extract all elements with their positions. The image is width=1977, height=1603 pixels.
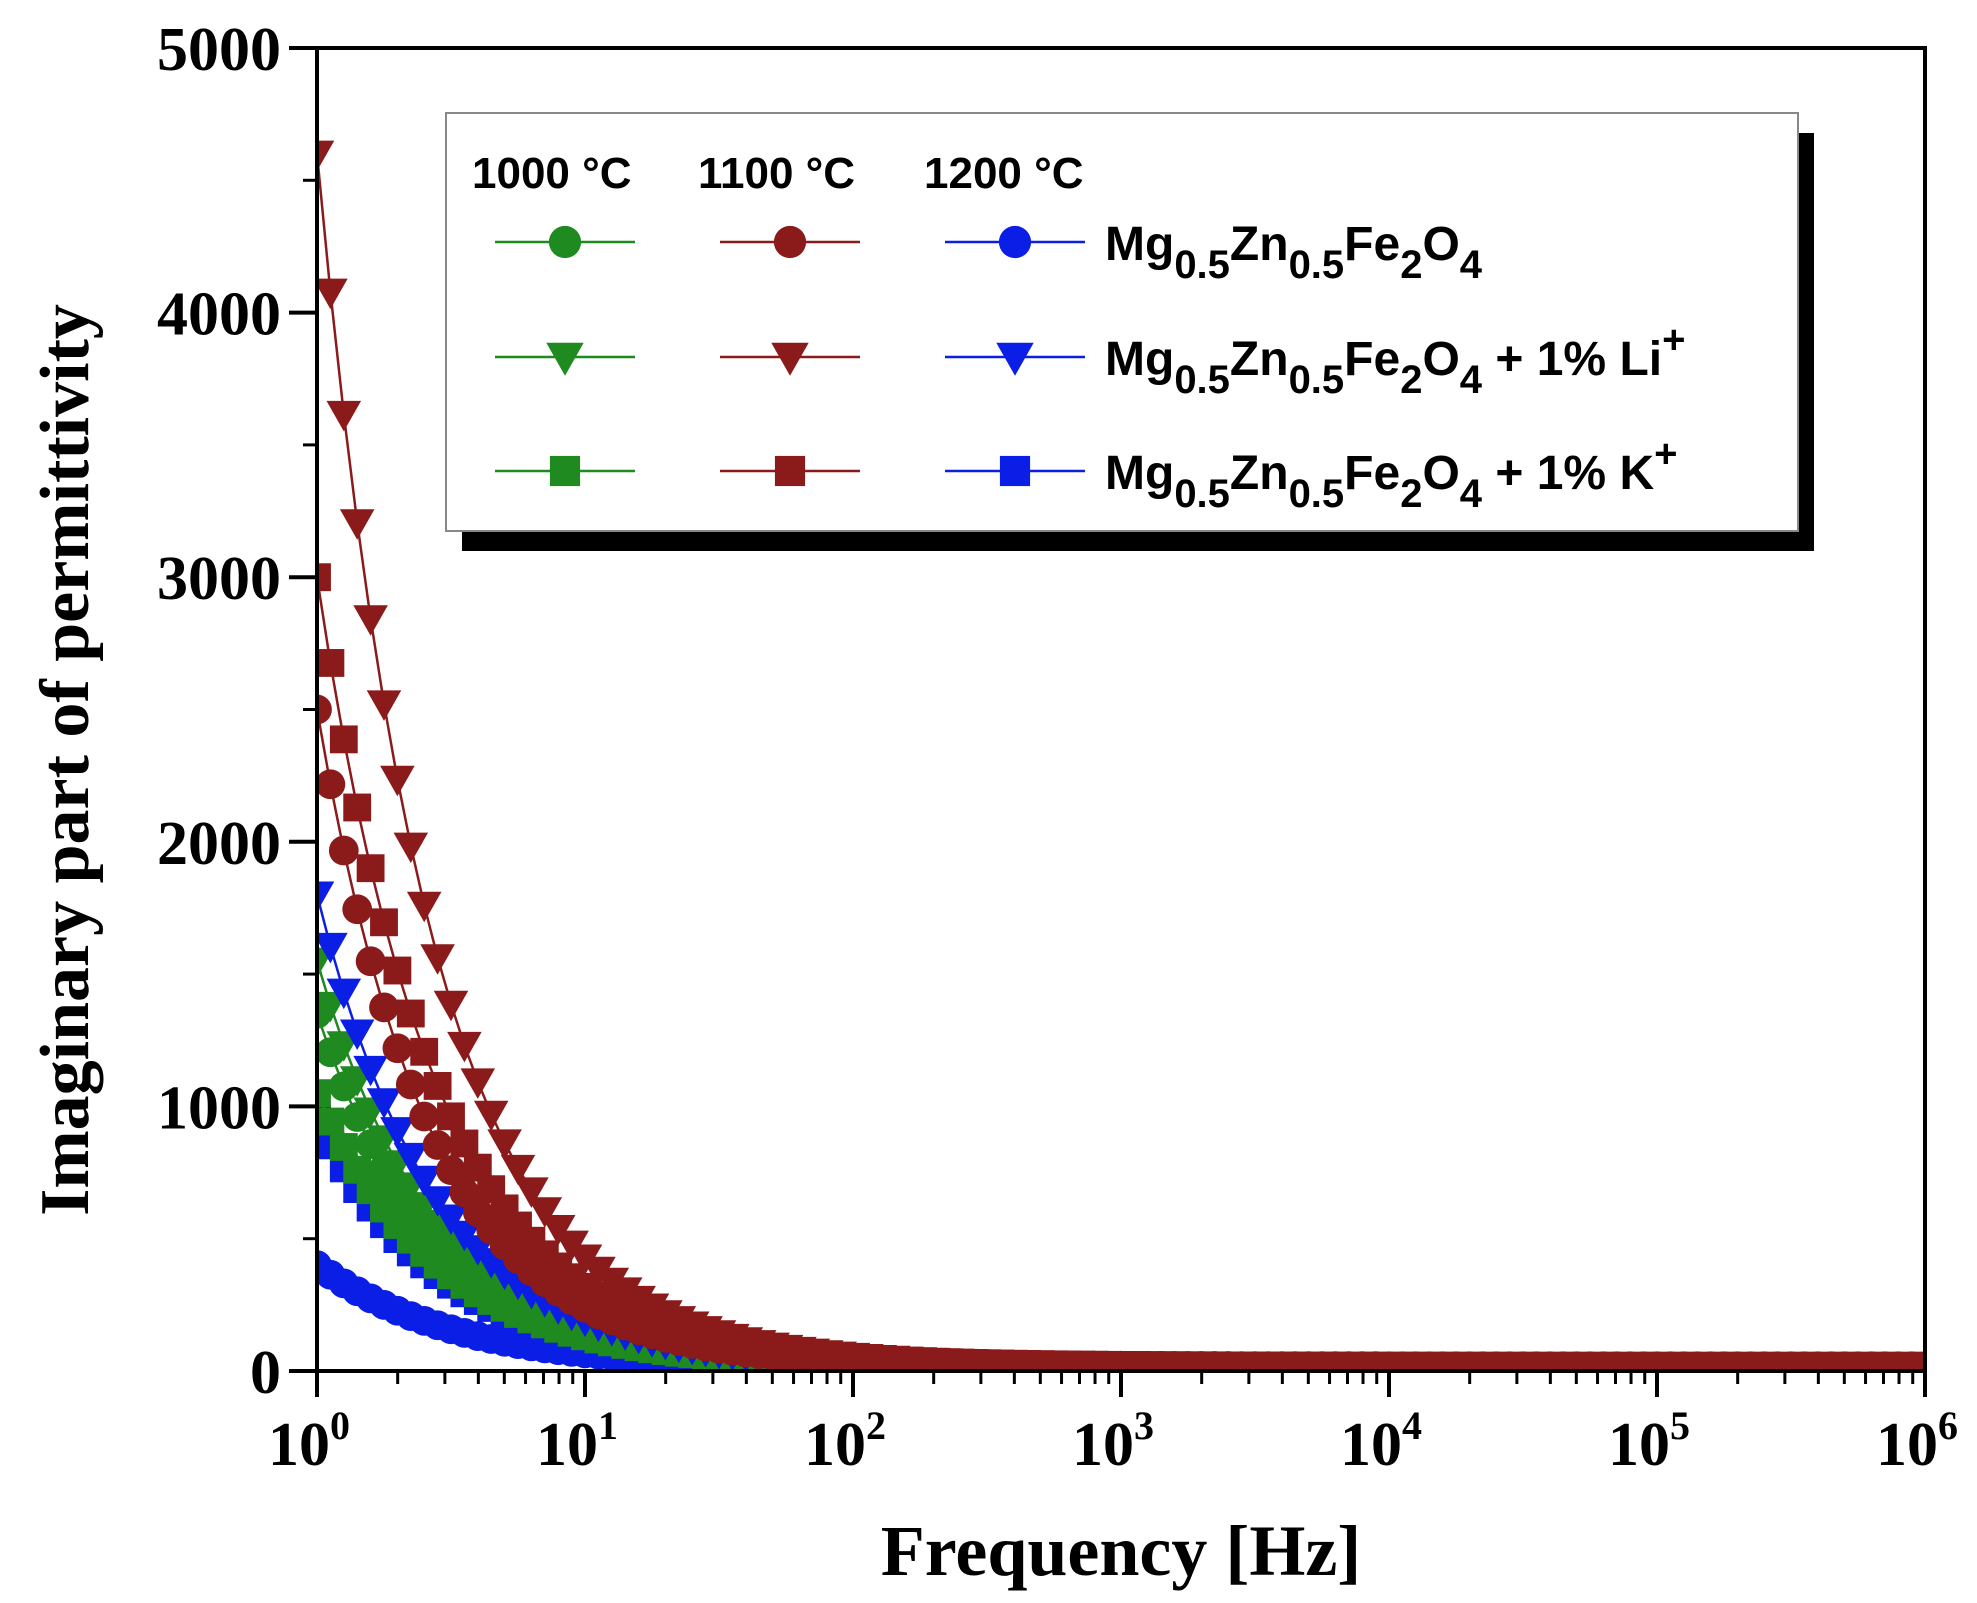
marker-triangle <box>317 881 335 912</box>
marker-triangle <box>447 1031 482 1063</box>
series-layer <box>317 140 1925 1371</box>
marker-square <box>999 455 1031 487</box>
marker-circle <box>369 992 399 1023</box>
marker-triangle <box>500 1154 536 1186</box>
marker-triangle <box>460 1068 496 1099</box>
marker-triangle <box>380 765 415 797</box>
y-tick-label: 4000 <box>157 281 281 349</box>
legend-column-header: 1000 °C <box>472 149 631 198</box>
marker-triangle <box>771 342 809 376</box>
marker-triangle <box>1907 1352 1925 1371</box>
legend-box <box>445 112 1799 532</box>
marker-triangle <box>527 1197 563 1228</box>
marker-triangle <box>339 509 375 540</box>
marker-circle <box>422 1130 453 1160</box>
marker-triangle <box>339 1019 375 1050</box>
marker-square <box>450 1129 479 1158</box>
marker-circle <box>317 694 332 725</box>
y-tick-label: 0 <box>250 1339 281 1407</box>
marker-triangle <box>473 1100 509 1132</box>
x-tick-label: 105 <box>1608 1403 1690 1479</box>
marker-triangle <box>406 891 442 923</box>
x-tick-label: 100 <box>268 1403 350 1479</box>
marker-triangle <box>487 1129 522 1160</box>
legend-column-header: 1200 °C <box>924 149 1083 198</box>
y-tick-label: 3000 <box>157 545 281 613</box>
marker-circle <box>317 769 346 800</box>
marker-square <box>774 455 806 487</box>
marker-square <box>437 1102 465 1131</box>
marker-circle <box>409 1101 440 1132</box>
x-tick-label: 102 <box>804 1403 886 1479</box>
x-tick-label: 104 <box>1340 1403 1422 1479</box>
marker-square <box>356 854 385 883</box>
marker-circle <box>342 894 373 925</box>
marker-triangle <box>996 342 1034 376</box>
plot-frame <box>315 46 1927 1373</box>
x-tick-label: 103 <box>1072 1403 1154 1479</box>
marker-triangle <box>353 1055 388 1087</box>
marker-triangle <box>420 944 455 975</box>
marker-circle <box>355 946 386 977</box>
marker-circle <box>395 1069 426 1100</box>
marker-triangle <box>433 990 469 1022</box>
marker-triangle <box>317 932 348 964</box>
axis-ticks: 0 1000 2000 3000 4000 5000 100 101 102 103 104 105 1… <box>157 16 1958 1479</box>
marker-square <box>317 649 345 677</box>
marker-square <box>329 725 358 754</box>
marker-triangle <box>393 1142 429 1174</box>
marker-square <box>549 455 581 487</box>
marker-triangle <box>317 140 335 172</box>
y-tick-label: 2000 <box>157 810 281 878</box>
marker-square <box>423 1072 452 1100</box>
y-tick-label: 1000 <box>157 1074 281 1142</box>
x-tick-label: 106 <box>1876 1403 1958 1479</box>
legend-label: Mg0.5Zn0.5Fe2O4 + 1% Li+ <box>1105 318 1685 402</box>
marker-triangle <box>366 1088 402 1119</box>
marker-triangle <box>406 1165 442 1197</box>
marker-square <box>317 1107 345 1136</box>
marker-square <box>317 1079 331 1108</box>
marker-circle <box>436 1155 466 1186</box>
marker-triangle <box>546 342 584 376</box>
marker-triangle <box>420 1186 455 1217</box>
y-tick-label: 5000 <box>157 16 281 84</box>
marker-triangle <box>366 690 402 721</box>
marker-triangle <box>326 978 362 1010</box>
marker-circle <box>328 835 359 866</box>
legend-label: Mg0.5Zn0.5Fe2O4 + 1% K+ <box>1105 432 1677 516</box>
legend-column-header: 1100 °C <box>698 149 855 198</box>
marker-square <box>343 793 372 822</box>
marker-square <box>410 1037 439 1066</box>
plot-area <box>317 140 1925 1371</box>
x-axis-title: Frequency [Hz] <box>881 1511 1362 1591</box>
marker-circle <box>773 225 807 259</box>
marker-triangle <box>514 1177 549 1208</box>
marker-triangle <box>393 832 429 864</box>
marker-square <box>396 999 425 1028</box>
marker-circle <box>998 225 1032 259</box>
y-axis-title: Imaginary part of permittivity <box>27 304 104 1216</box>
marker-triangle <box>353 605 388 636</box>
marker-triangle <box>380 1117 415 1148</box>
series <box>317 140 1925 1371</box>
marker-triangle <box>326 400 362 432</box>
marker-triangle <box>433 1204 469 1235</box>
legend: 1000 °C 1100 °C 1200 °C Mg0.5Zn0.5Fe2O4 Mg0.… <box>445 112 1814 551</box>
marker-circle <box>548 225 582 259</box>
marker-circle <box>382 1033 413 1064</box>
marker-square <box>370 908 398 937</box>
marker-triangle <box>540 1214 576 1246</box>
legend-label: Mg0.5Zn0.5Fe2O4 <box>1105 218 1483 287</box>
marker-square <box>383 956 412 985</box>
x-tick-label: 101 <box>536 1403 618 1479</box>
marker-triangle <box>317 278 348 310</box>
marker-square <box>317 563 331 592</box>
